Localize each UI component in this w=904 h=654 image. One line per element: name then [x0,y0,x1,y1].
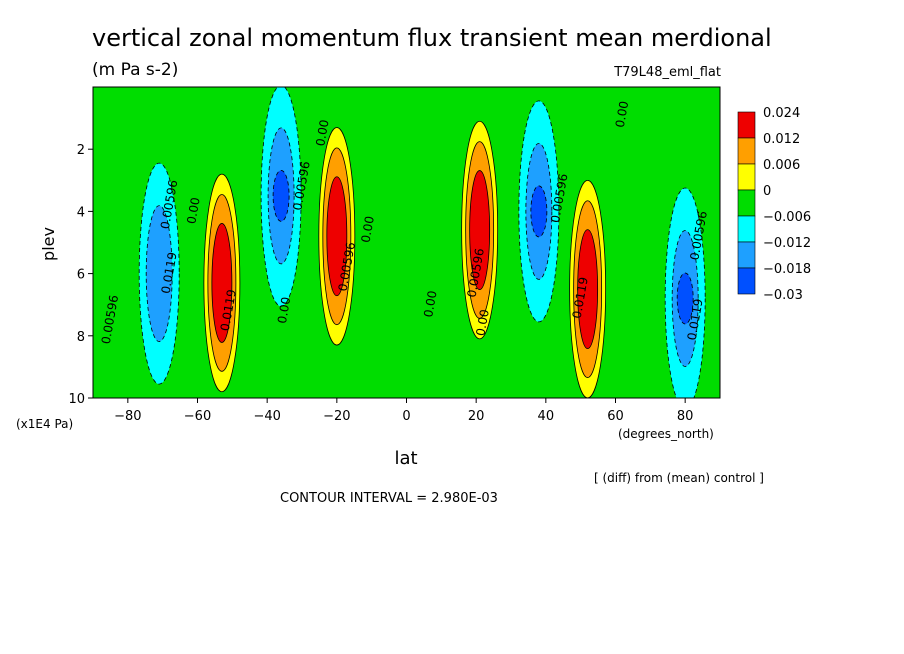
legend-swatch-0 [737,111,756,139]
units-label: (m Pa s-2) [92,60,178,80]
legend-swatch-5 [737,241,756,269]
y-axis-label: plev [39,227,58,261]
legend-swatch-1 [737,137,756,165]
comparison-note: [ (diff) from (mean) control ] [594,471,764,485]
legend-level-4: −0.006 [763,210,811,225]
field-feature-6 [518,100,560,323]
contour-label-12: 0.00 [473,308,491,337]
x-tick-label-1: −60 [184,409,211,424]
y-axis: 2 4 6 8 10 [68,143,93,407]
legend-swatch-4 [737,215,756,243]
field-feature-0 [203,173,241,393]
y-tick-label-3: 8 [77,330,85,345]
y-tick-label-0: 2 [77,143,85,158]
contour-band-5-2 [272,169,290,222]
legend-level-0: 0.024 [763,106,800,121]
legend-level-6: −0.018 [763,262,811,277]
contour-band-7-2 [676,272,694,325]
contour-band-3-2 [577,229,599,350]
legend-level-7: −0.03 [763,288,803,303]
contour-label-10: 0.00 [421,290,439,319]
legend-swatch-3 [737,189,756,217]
run-label: T79L48_eml_flat [613,65,721,80]
contour-band-4-1 [145,205,173,343]
contour-label-7: 0.00 [313,119,331,148]
x-tick-label-5: 20 [468,409,485,424]
legend-swatch-2 [737,163,756,191]
field-feature-1 [318,127,356,346]
legend-level-2: 0.006 [763,158,800,173]
field-feature-4 [138,162,180,385]
y-tick-label-1: 4 [77,205,85,220]
x-axis-units: (degrees_north) [618,427,714,441]
contour-band-1-2 [326,176,348,297]
contour-label-3: 0.00 [184,196,202,225]
field-feature-7 [664,187,706,398]
x-tick-label-4: 0 [402,409,410,424]
chart-title: vertical zonal momentum flux transient m… [92,24,772,52]
x-axis: −80 −60 −40 −20 0 20 40 60 80 [114,398,693,424]
legend-level-1: 0.012 [763,132,800,147]
field-feature-3 [569,179,607,398]
x-tick-label-6: 40 [538,409,555,424]
legend-level-5: −0.012 [763,236,811,251]
field-feature-2 [461,120,499,340]
contour-band-0-2 [211,223,233,343]
y-tick-label-2: 6 [77,268,85,283]
contour-label-15: 0.00 [613,100,631,129]
x-axis-label: lat [394,448,417,469]
x-tick-label-2: −40 [253,409,280,424]
y-axis-units: (x1E4 Pa) [16,417,73,431]
field-feature-5 [260,87,302,307]
x-tick-label-3: −20 [323,409,350,424]
contour-label-5: 0.00 [275,296,293,325]
x-tick-label-0: −80 [114,409,141,424]
contour-band-6-2 [530,185,548,238]
legend-level-3: 0 [763,184,771,199]
contour-label-9: 0.00 [359,215,377,244]
color-legend: 0.024 0.012 0.006 0 −0.006 −0.012 −0.018 −0.03 [737,106,811,303]
x-tick-label-7: 60 [607,409,624,424]
contour-band-2-2 [469,170,491,290]
background-field [93,87,720,398]
contour-interval: CONTOUR INTERVAL = 2.980E-03 [280,491,498,506]
legend-swatch-6 [737,267,756,295]
y-tick-label-4: 10 [68,392,85,407]
x-tick-label-8: 80 [677,409,694,424]
